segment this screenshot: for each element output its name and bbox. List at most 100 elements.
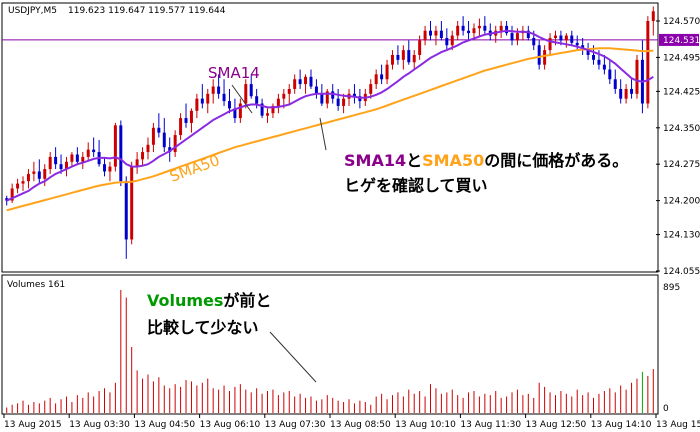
candle-body (59, 164, 63, 170)
candle-body (630, 88, 634, 94)
candle-body (619, 88, 623, 99)
candle-body (5, 198, 9, 201)
candle-body (200, 98, 204, 104)
candle-body (70, 154, 74, 162)
volumes-title: Volumes 161 (7, 280, 65, 290)
candle-body (314, 86, 318, 94)
candle-body (331, 91, 335, 99)
candle-body (559, 35, 563, 41)
candle-body (570, 35, 574, 43)
candle-body (423, 30, 427, 41)
candle-body (113, 125, 117, 167)
candle-body (162, 132, 166, 148)
candle-body (249, 84, 253, 97)
candle-body (184, 118, 188, 123)
candle-body (445, 37, 449, 46)
price-panel-frame (1, 2, 659, 273)
candle-body (108, 166, 112, 172)
price-tick-label: 124.425 (663, 87, 700, 97)
sma14-pointer-line (231, 84, 253, 114)
volume-tick-label: 895 (663, 283, 680, 293)
candle-body (434, 30, 438, 36)
candle-body (211, 86, 215, 94)
candle-body (151, 127, 155, 145)
candle-body (141, 152, 145, 160)
candle-body (613, 79, 617, 89)
candle-body (374, 74, 378, 85)
main-annotation-and: と (406, 151, 422, 170)
price-tick-label: 124.130 (663, 231, 700, 241)
candle-body (157, 127, 161, 133)
candle-body (325, 91, 329, 104)
candle-body (635, 59, 639, 94)
candle-body (266, 113, 270, 116)
candle-body (255, 96, 259, 104)
candle-body (385, 64, 389, 80)
candle-body (130, 166, 134, 240)
candle-body (195, 98, 199, 111)
candle-body (401, 50, 405, 60)
candle-body (505, 25, 509, 34)
candle-body (146, 144, 150, 153)
candle-body (439, 30, 443, 38)
volume-tick-label: 0 (663, 404, 669, 414)
main-annotation-rest: の間に価格がある。 (484, 151, 628, 170)
candle-body (456, 25, 460, 36)
main-annotation-sma14: SMA14 (344, 151, 406, 170)
candle-body (217, 86, 221, 94)
volume-annotation-rest: が前と (223, 291, 271, 310)
main-annotation-sma50: SMA50 (422, 151, 484, 170)
candle-body (602, 64, 606, 70)
candle-body (499, 25, 503, 31)
sma14-label: SMA14 (208, 64, 260, 82)
ohlc-readout: 119.623 119.647 119.577 119.644 (68, 6, 226, 16)
candle-body (173, 135, 177, 153)
time-tick-label: 13 Aug 06:10 (200, 420, 261, 430)
price-tick-label: 124.495 (663, 53, 700, 63)
volume-panel-frame (1, 274, 659, 415)
current-price-box (659, 33, 699, 46)
volume-pointer-line (269, 331, 317, 383)
candle-body (651, 11, 655, 21)
candle-body (597, 59, 601, 65)
time-tick-label: 13 Aug 14:10 (591, 420, 652, 430)
candle-body (293, 79, 297, 89)
candle-body (81, 156, 85, 162)
candle-body (407, 50, 411, 63)
candle-body (43, 169, 47, 179)
time-tick-label: 13 Aug 11:30 (460, 420, 521, 430)
candle-body (48, 156, 52, 170)
candle-body (532, 37, 536, 46)
candle-body (37, 171, 41, 179)
candle-body (287, 88, 291, 94)
candle-body (103, 164, 107, 172)
time-tick-label: 13 Aug 10:10 (395, 420, 456, 430)
sma14-line (6, 29, 654, 202)
candle-body (304, 76, 308, 85)
candle-body (564, 35, 568, 41)
candle-body (10, 188, 14, 201)
candle-body (477, 25, 481, 29)
time-tick-label: 13 Aug 2015 (4, 420, 62, 430)
candle-body (412, 54, 416, 63)
time-tick-label: 13 Aug 04:50 (134, 420, 195, 430)
candle-body (548, 37, 552, 51)
volume-annotation-line2: 比較して少ない (147, 318, 259, 337)
candle-body (646, 20, 650, 104)
candle-body (276, 98, 280, 106)
candle-body (342, 98, 346, 106)
candle-body (168, 147, 172, 153)
price-tick-label: 124.570 (663, 17, 700, 27)
candle-body (336, 98, 340, 106)
candle-body (86, 149, 90, 157)
candle-body (124, 181, 128, 240)
candle-body (515, 33, 519, 41)
candle-body (592, 54, 596, 60)
candle-body (179, 118, 183, 136)
candle-body (461, 25, 465, 31)
candle-body (608, 69, 612, 80)
candle-body (352, 93, 356, 97)
candle-body (54, 156, 58, 165)
